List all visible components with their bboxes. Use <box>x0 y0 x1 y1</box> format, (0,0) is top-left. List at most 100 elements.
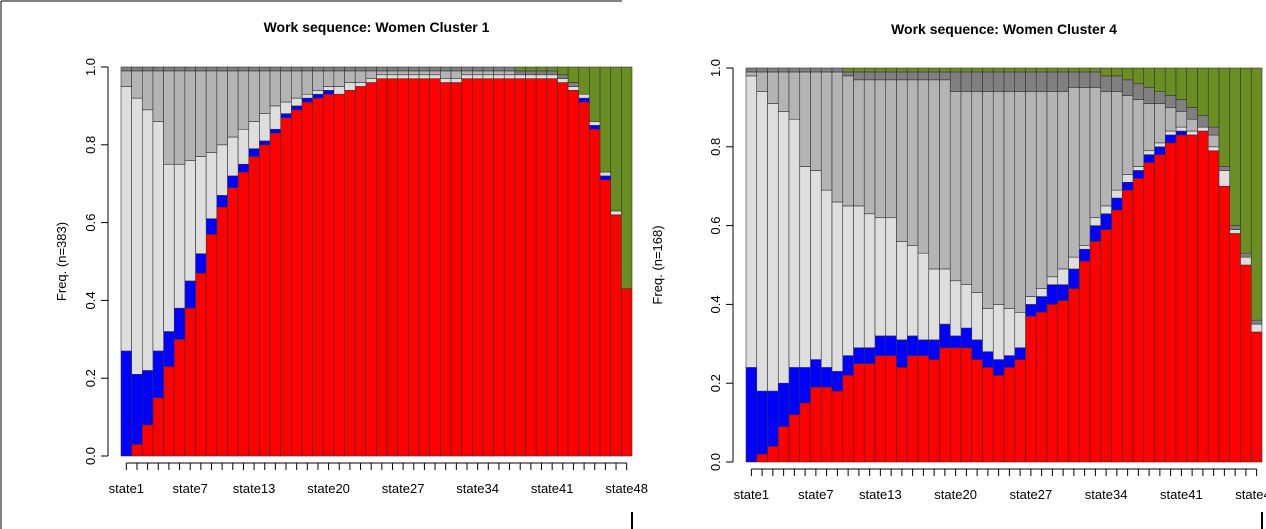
bar-segment <box>535 70 548 76</box>
bar-segment <box>514 74 526 79</box>
bar-segment <box>971 339 983 360</box>
bar-segment <box>621 288 633 457</box>
bar-segment <box>745 67 758 73</box>
bar-segment <box>1186 118 1198 132</box>
bar-segment <box>1240 252 1252 258</box>
bar-segment <box>1132 178 1145 463</box>
bar-segment <box>939 67 951 73</box>
bar-segment <box>906 245 919 337</box>
bar-segment <box>535 74 548 79</box>
bar-segment <box>322 70 335 87</box>
bar-segment <box>874 67 887 73</box>
bar-segment <box>863 363 876 463</box>
x-tick-label: state13 <box>233 481 276 496</box>
bar-segment <box>1100 67 1112 77</box>
bar-segment <box>365 66 377 72</box>
bar-segment <box>535 78 548 457</box>
bar-segment <box>992 71 1005 92</box>
bar-segment <box>1164 67 1177 96</box>
bar-segment <box>853 363 865 463</box>
x-tick-label: state7 <box>172 481 207 496</box>
bar-segment <box>333 66 345 72</box>
bar-segment <box>949 280 962 337</box>
bar-segment <box>1250 319 1263 325</box>
bar-segment <box>386 78 399 457</box>
bar-segment <box>482 74 494 79</box>
bar-segment <box>1057 67 1069 73</box>
bar-segment <box>280 117 292 457</box>
bar-segment <box>621 66 633 290</box>
bar-segment <box>842 71 854 77</box>
bar-segment <box>280 66 292 72</box>
bar-segment <box>567 82 580 87</box>
bar-segment <box>928 79 940 270</box>
bar-segment <box>1035 296 1048 313</box>
bar-segment <box>1229 225 1241 230</box>
bar-segment <box>842 375 854 463</box>
x-tick-label: state27 <box>1010 487 1053 502</box>
bar-segment <box>1154 142 1166 148</box>
bar-segment <box>312 70 324 91</box>
bar-segment <box>386 70 399 76</box>
bar-segment <box>291 105 303 111</box>
bar-segment <box>301 70 313 95</box>
y-tick-label: 0.0 <box>708 453 723 471</box>
bar-segment <box>237 128 250 165</box>
bar-segment <box>567 66 580 83</box>
bar-segment <box>216 144 228 196</box>
bar-segment <box>1121 181 1134 191</box>
bar-segment <box>1218 185 1231 463</box>
bar-segment <box>853 205 865 349</box>
bar-segment <box>546 78 558 457</box>
bar-segment <box>960 327 973 349</box>
bar-segment <box>960 347 973 463</box>
bar-segment <box>152 350 164 398</box>
bar-segment <box>1100 75 1112 92</box>
bar-segment <box>1100 229 1112 463</box>
bar-segment <box>1035 91 1048 289</box>
bar-segment <box>301 101 313 457</box>
bar-segment <box>1014 359 1026 463</box>
bar-segment <box>141 109 154 371</box>
bar-segment <box>1100 213 1112 230</box>
bar-segment <box>928 359 940 463</box>
chart-title: Work sequence: Women Cluster 4 <box>891 21 1117 37</box>
bar-segment <box>248 148 260 157</box>
bar-segment <box>1035 288 1048 297</box>
bar-segment <box>386 74 399 79</box>
bar-segment <box>1175 99 1188 112</box>
bar-segment <box>312 90 324 95</box>
bar-segment <box>514 78 526 457</box>
bar-segment <box>472 70 484 76</box>
bar-segment <box>896 71 908 81</box>
bar-segment <box>971 91 983 293</box>
bar-segment <box>312 97 324 457</box>
bar-segment <box>799 367 811 404</box>
bar-segment <box>1111 189 1123 199</box>
bar-segment <box>1089 71 1102 89</box>
bar-segment <box>493 74 505 79</box>
x-tick-label: state1 <box>734 487 769 502</box>
bar-segment <box>131 70 143 99</box>
bar-segment <box>163 331 175 367</box>
y-tick-label: 0.2 <box>83 369 98 387</box>
bar-segment <box>141 424 154 457</box>
bar-segment <box>982 351 994 368</box>
bar-segment <box>557 66 569 76</box>
bar-segment <box>1164 130 1177 136</box>
bar-segment <box>1154 67 1166 92</box>
bar-segment <box>1014 67 1026 73</box>
bar-segment <box>184 160 196 282</box>
bar-segment <box>1132 83 1145 100</box>
bar-segment <box>949 347 962 463</box>
bar-segment <box>237 171 250 457</box>
x-tick-label: state48 <box>605 481 648 496</box>
bar-segment <box>163 66 175 72</box>
bar-segment <box>195 272 207 457</box>
bar-segment <box>131 66 143 72</box>
bar-segment <box>1078 260 1091 463</box>
bar-segment <box>418 70 431 76</box>
bar-segment <box>1240 256 1252 266</box>
bar-segment <box>1111 197 1123 211</box>
bar-segment <box>1046 276 1059 286</box>
